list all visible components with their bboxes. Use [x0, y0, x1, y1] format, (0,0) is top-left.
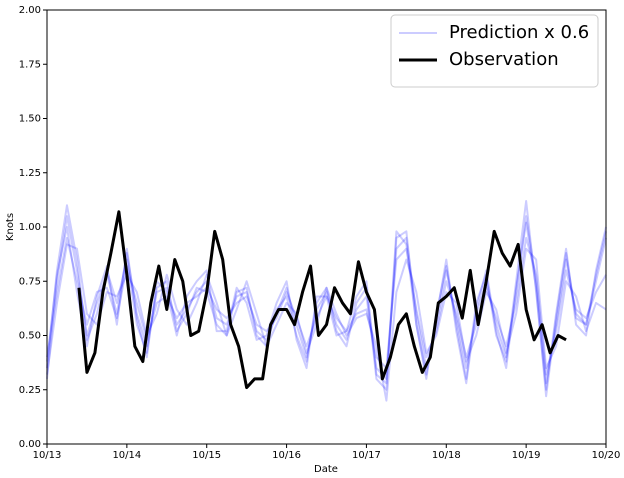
y-tick-label: 2.00: [19, 5, 41, 16]
y-tick-label: 1.50: [19, 114, 41, 125]
series-line: [46, 221, 607, 398]
x-tick-label: 10/13: [33, 450, 62, 461]
x-tick-label: 10/18: [432, 450, 461, 461]
series-line: [46, 243, 607, 402]
x-tick-label: 10/19: [512, 450, 541, 461]
x-tick-label: 10/20: [592, 450, 621, 461]
x-tick-label: 10/17: [352, 450, 381, 461]
series-line: [77, 210, 567, 390]
series-line: [46, 236, 607, 376]
x-tick-label: 10/16: [272, 450, 301, 461]
y-tick-label: 1.75: [19, 59, 41, 70]
x-tick-label: 10/15: [192, 450, 221, 461]
y-tick-label: 1.00: [19, 222, 41, 233]
legend-label: Prediction x 0.6: [449, 22, 589, 43]
y-tick-label: 0.00: [19, 439, 41, 450]
x-tick-label: 10/14: [112, 450, 141, 461]
y-tick-label: 0.75: [19, 276, 41, 287]
legend-box: [390, 14, 599, 88]
legend-label: Observation: [449, 49, 559, 70]
plot-frame: [46, 9, 607, 445]
y-tick-label: 0.25: [19, 385, 41, 396]
y-axis-label: Knots: [5, 213, 16, 241]
x-axis-label: Date: [314, 464, 338, 475]
y-tick-label: 1.25: [19, 168, 41, 179]
series-line: [46, 215, 607, 385]
y-tick-label: 0.50: [19, 331, 41, 342]
series-line: [46, 199, 607, 391]
